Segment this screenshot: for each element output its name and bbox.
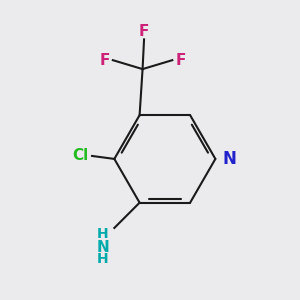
Text: F: F xyxy=(100,53,110,68)
Text: N: N xyxy=(223,150,237,168)
Text: H: H xyxy=(97,227,109,241)
Text: F: F xyxy=(175,53,185,68)
Text: F: F xyxy=(139,24,149,39)
Text: N: N xyxy=(97,240,110,255)
Text: H: H xyxy=(97,252,109,266)
Text: Cl: Cl xyxy=(72,148,88,164)
